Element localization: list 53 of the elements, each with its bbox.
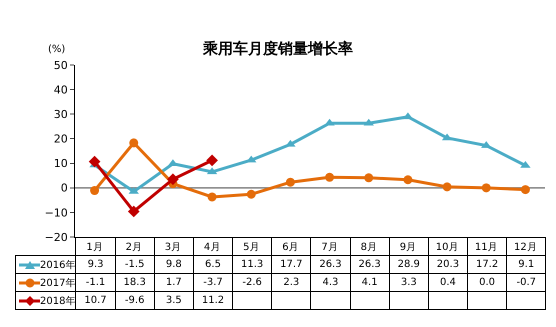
data-label: 26.3	[319, 259, 342, 270]
data-label: -0.7	[516, 277, 536, 288]
x-tick-label: 1月	[86, 242, 103, 253]
data-label: 9.3	[88, 259, 104, 270]
y-tick-label: 40	[54, 83, 68, 96]
x-tick-label: 2月	[126, 242, 142, 253]
data-label: 17.2	[476, 259, 498, 270]
data-label: 9.8	[166, 259, 182, 270]
data-label: -1.5	[124, 259, 144, 270]
y-tick-label: 0	[60, 182, 68, 195]
data-label: -9.6	[124, 295, 144, 306]
data-label: 26.3	[358, 259, 381, 270]
x-tick-label: 7月	[321, 242, 338, 253]
legend-label: 2018年	[40, 296, 76, 306]
x-tick-label: 12月	[514, 242, 537, 253]
chart-title: 乘用车月度销量增长率	[202, 39, 353, 58]
data-label: 1.7	[166, 277, 182, 288]
data-label: -1.1	[86, 277, 106, 288]
y-tick-label: 50	[54, 58, 68, 72]
data-label: 4.1	[362, 277, 378, 288]
data-label: 20.3	[436, 259, 460, 270]
x-tick-label: 6月	[282, 242, 299, 253]
data-label: -3.7	[203, 277, 223, 288]
legend-label: 2016年	[40, 260, 76, 270]
y-axis-title: (%)	[48, 44, 66, 55]
data-label: 0.4	[440, 277, 456, 288]
y-tick-label: 30	[54, 108, 68, 121]
data-label: -2.6	[242, 277, 262, 288]
y-tick-label: −20	[44, 230, 68, 244]
data-label: 0.0	[479, 277, 496, 288]
x-tick-label: 10月	[436, 242, 458, 253]
data-label: 28.9	[398, 259, 420, 270]
x-tick-label: 11月	[474, 242, 498, 253]
data-label: 18.3	[124, 277, 146, 288]
y-tick-label: 10	[54, 157, 68, 170]
data-label: 3.5	[166, 295, 182, 306]
data-label: 6.5	[205, 259, 221, 270]
x-tick-label: 4月	[204, 242, 220, 253]
y-tick-label: −10	[44, 206, 68, 220]
data-label: 2.3	[283, 277, 300, 288]
x-tick-label: 5月	[243, 242, 260, 253]
data-label: 11.3	[241, 259, 264, 270]
data-label: 3.3	[400, 277, 417, 288]
legend-label: 2017年	[40, 278, 76, 288]
x-tick-label: 9月	[400, 242, 416, 253]
data-label: 17.7	[280, 259, 302, 270]
x-tick-label: 3月	[164, 242, 182, 253]
data-label: 10.7	[84, 295, 107, 306]
y-tick-label: 20	[54, 132, 68, 146]
x-tick-label: 8月	[360, 242, 377, 253]
data-label: 4.3	[322, 277, 338, 288]
data-label: 9.1	[518, 259, 534, 270]
data-label: 11.2	[202, 295, 224, 306]
